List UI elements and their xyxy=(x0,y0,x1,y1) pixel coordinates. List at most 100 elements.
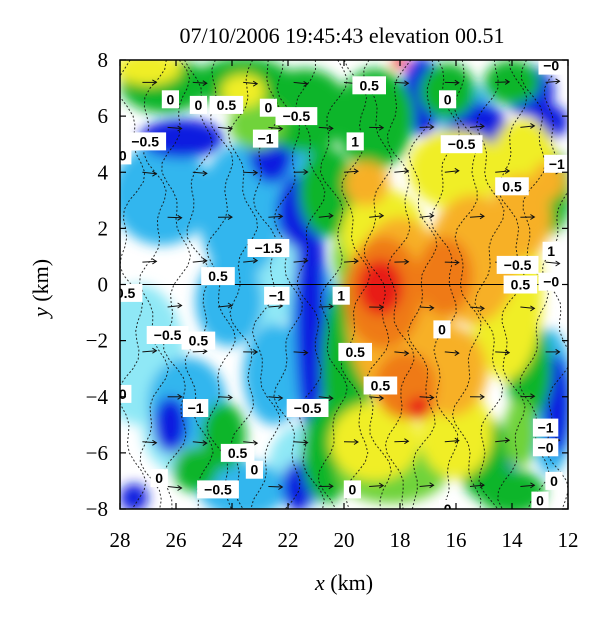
wind-arrow-head xyxy=(202,348,208,355)
field-blob xyxy=(484,60,540,105)
flow-line xyxy=(363,60,393,509)
contour-label: 0 xyxy=(531,491,549,509)
wind-arrow xyxy=(444,351,459,354)
wind-arrow-head xyxy=(429,304,435,311)
x-tick-label: 18 xyxy=(390,528,411,552)
svg-text:−1.5: −1.5 xyxy=(255,240,283,256)
field-blob xyxy=(478,469,546,509)
wind-arrow xyxy=(243,81,258,85)
wind-arrow-head xyxy=(581,483,585,488)
wind-arrow-head xyxy=(202,257,208,264)
wind-arrow xyxy=(520,484,535,487)
wind-arrow xyxy=(469,306,485,309)
flow-line xyxy=(430,60,460,509)
svg-text:−0: −0 xyxy=(543,58,559,74)
plot-area: 0 0 0.5 0−0.5−10.501 −0.5−0−10.5−0.50−1.50.5… xyxy=(116,58,585,509)
wind-arrow xyxy=(369,396,384,399)
contour-label: −1 xyxy=(182,399,209,417)
svg-text:−1: −1 xyxy=(269,288,285,304)
svg-text:0: 0 xyxy=(167,91,175,107)
wind-arrow xyxy=(571,126,585,128)
wind-arrow xyxy=(520,125,535,128)
wind-arrow-head xyxy=(479,482,485,489)
contour-label: 0.5 xyxy=(352,76,386,95)
contour-label: 0.5 xyxy=(201,267,235,286)
wind-arrow-head xyxy=(303,257,309,264)
svg-text:−0.5: −0.5 xyxy=(154,327,182,343)
wind-arrow xyxy=(192,350,207,353)
wind-arrow xyxy=(318,126,333,129)
wind-arrow xyxy=(419,396,434,399)
contour-label: −0.5 xyxy=(197,480,239,499)
contour-label: 0.5 xyxy=(363,376,398,395)
wind-arrow xyxy=(167,305,182,308)
wind-arrow xyxy=(268,126,283,130)
wind-arrow-head xyxy=(479,393,485,400)
wind-arrow-head xyxy=(454,259,460,266)
contour-label: 0.5 xyxy=(209,95,244,114)
wind-arrow xyxy=(318,306,333,308)
wind-arrow-head xyxy=(555,78,561,85)
wind-arrow xyxy=(343,170,359,173)
wind-arrow-head xyxy=(378,482,385,489)
field-blob xyxy=(120,60,182,86)
svg-text:−0: −0 xyxy=(538,439,554,455)
wind-arrow-head xyxy=(530,393,536,400)
wind-arrow-head xyxy=(454,437,460,444)
wind-arrow xyxy=(343,260,359,263)
contour-label: 0 xyxy=(545,471,563,490)
field-blob xyxy=(344,161,389,206)
wind-arrow-head xyxy=(202,440,208,447)
wind-arrow xyxy=(192,260,207,263)
svg-text:0.5: 0.5 xyxy=(116,285,136,301)
wind-arrow-head xyxy=(581,393,585,398)
svg-text:0: 0 xyxy=(155,470,163,486)
wind-arrow-head xyxy=(378,124,385,131)
wind-arrow-head xyxy=(177,125,183,132)
x-tick-label: 12 xyxy=(558,528,579,552)
contour-label: 0.5 xyxy=(503,275,538,294)
svg-text:−0: −0 xyxy=(543,274,559,290)
svg-text:0: 0 xyxy=(251,462,259,478)
wind-arrow-head xyxy=(328,303,334,310)
svg-text:0.5: 0.5 xyxy=(371,378,391,394)
svg-text:0.5: 0.5 xyxy=(217,97,237,113)
wind-arrow xyxy=(217,396,233,398)
svg-text:0: 0 xyxy=(444,91,452,107)
field-blob xyxy=(330,402,420,481)
wind-arrow-head xyxy=(530,122,536,129)
field-blob xyxy=(407,396,433,420)
wind-arrow xyxy=(142,441,157,444)
wind-arrow xyxy=(243,171,258,174)
wind-arrow-head xyxy=(404,167,410,174)
contour-label: 0.5 xyxy=(495,177,529,196)
wind-arrow-head xyxy=(581,123,585,128)
wind-arrow-head xyxy=(227,125,233,132)
svg-text:−1: −1 xyxy=(549,156,565,172)
contour-label: 0.5 xyxy=(220,443,255,462)
wind-arrow xyxy=(444,170,459,173)
contour-label: −1.5 xyxy=(247,239,290,257)
wind-arrow xyxy=(495,81,510,83)
contour-label: −1 xyxy=(264,286,290,305)
wind-arrow xyxy=(293,260,308,263)
flow-line xyxy=(206,60,236,509)
wind-arrow-head xyxy=(202,170,208,177)
wind-arrow xyxy=(520,395,535,398)
field-blob xyxy=(503,399,538,467)
contour-label: −0 xyxy=(532,438,559,457)
wind-arrow-head xyxy=(328,212,334,219)
wind-arrow-head xyxy=(252,349,259,355)
wind-arrow-head xyxy=(429,124,435,130)
contour-label: 0 xyxy=(439,500,457,509)
wind-arrow-head xyxy=(404,438,410,445)
wind-arrow-head xyxy=(530,482,536,489)
wind-arrow-head xyxy=(252,169,259,176)
wind-arrow xyxy=(268,486,283,488)
wind-arrow xyxy=(318,215,333,218)
wind-arrow xyxy=(444,440,459,443)
svg-text:0: 0 xyxy=(119,386,127,402)
wind-arrow-head xyxy=(328,395,334,402)
wind-arrow-head xyxy=(504,437,511,444)
wind-arrow xyxy=(394,81,409,84)
